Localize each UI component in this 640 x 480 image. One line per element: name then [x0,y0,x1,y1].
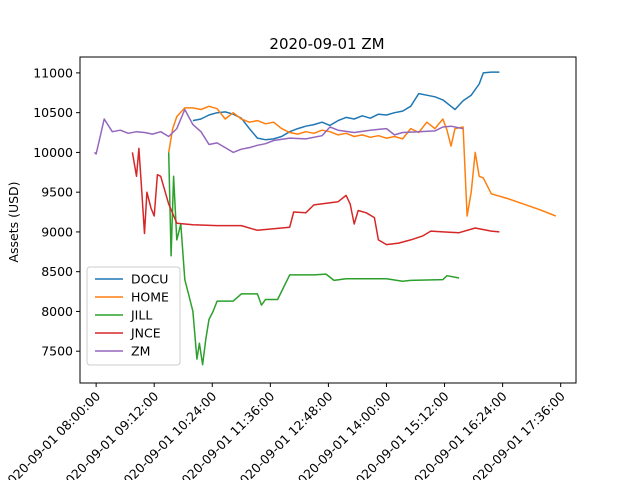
x-tick-label: 2020-09-01 17:36:00 [463,388,568,480]
legend-box [86,266,181,366]
plot-frame [79,56,577,384]
legend-label-home: HOME [131,290,169,305]
series-line-jill [167,152,460,366]
y-tick-label: 9500 [41,185,73,200]
series-line-docu [192,71,500,141]
y-tick-label: 7500 [41,344,73,359]
legend-label-jill: JILL [130,308,152,323]
series-line-jnce [131,147,500,246]
legend-label-zm: ZM [131,344,150,359]
y-tick-label: 9000 [41,224,73,239]
legend: DOCU HOME JILL JNCE ZM [86,266,181,366]
y-tick-label: 10500 [33,105,73,120]
series-line-home [167,105,557,217]
y-tick-label: 10000 [33,145,73,160]
chart-title: 2020-09-01 ZM [269,35,384,53]
legend-label-jnce: JNCE [130,326,161,341]
y-tick-label: 11000 [33,65,73,80]
y-tick-label: 8500 [41,264,73,279]
plot-area [93,71,557,366]
series-line-zm [93,108,464,155]
y-axis: 7500 8000 8500 9000 9500 10000 10500 11000 [33,65,80,359]
y-axis-label: Assets (USD) [6,181,21,262]
y-tick-label: 8000 [41,304,73,319]
legend-label-docu: DOCU [131,272,168,287]
